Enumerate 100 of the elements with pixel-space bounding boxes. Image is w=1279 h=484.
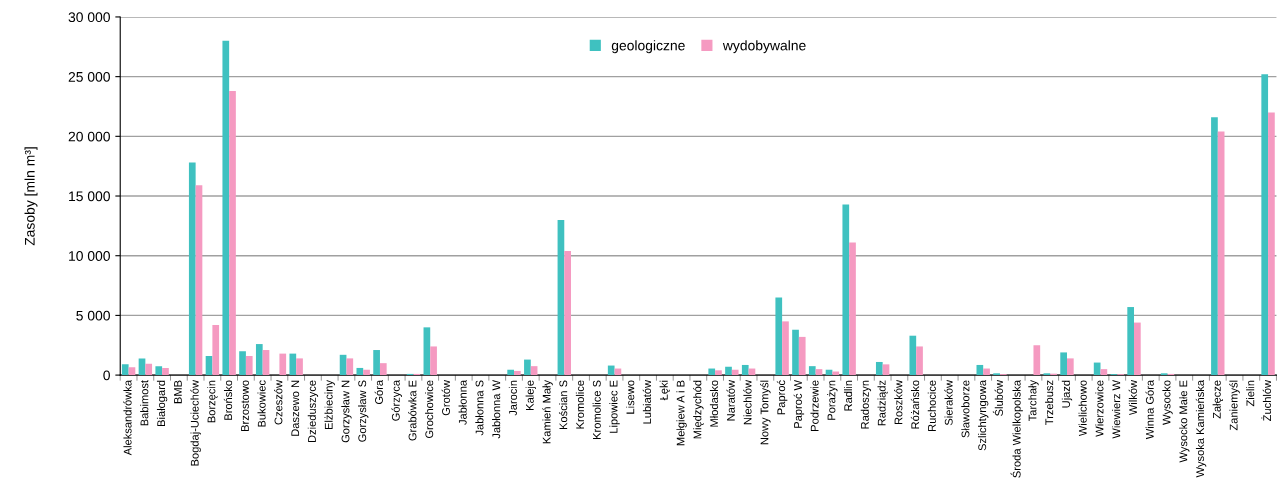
x-tick-label: Aleksandrówka — [123, 379, 132, 456]
bar — [379, 363, 387, 376]
bar — [842, 204, 850, 376]
x-tick-label: Żuchlów — [1261, 379, 1272, 421]
bar — [1211, 117, 1218, 376]
x-tick-label: Bukowiec — [257, 380, 266, 427]
x-tick-label: Jabłonna — [458, 379, 467, 425]
bar — [976, 364, 984, 376]
bar — [564, 250, 571, 376]
bar — [715, 370, 722, 376]
x-tick-label: Babimost — [140, 380, 149, 426]
legend-label: geologiczne — [611, 40, 685, 54]
bar — [430, 346, 437, 376]
y-axis-title: Zasoby [mln m³] — [24, 147, 38, 246]
bar — [775, 297, 783, 376]
bar — [782, 321, 789, 376]
x-tick-label: Wysocko Małe E — [1179, 380, 1190, 463]
x-tick-label: Niechlów — [743, 379, 752, 425]
x-tick-label: Wilków — [1128, 379, 1137, 416]
x-tick-label: Lubiatów — [642, 379, 652, 424]
x-tick-label: Kamień Mały — [542, 379, 553, 444]
x-tick-label: Radoszyn — [860, 380, 872, 429]
bar — [195, 185, 203, 376]
x-tick-label: Grotów — [441, 379, 450, 416]
x-tick-label: Gorzysław N — [341, 380, 352, 443]
bar — [792, 329, 799, 376]
bar — [815, 369, 823, 376]
x-tick-label: Załęcze — [1212, 380, 1223, 419]
bar — [229, 90, 236, 376]
bar — [708, 368, 716, 376]
y-tick-label: 25 000 — [68, 71, 110, 82]
x-tick-label: Jabłonna W — [492, 380, 501, 439]
bar — [346, 358, 354, 376]
x-tick-label: Paproć — [776, 380, 788, 415]
bar — [128, 367, 136, 376]
x-tick-label: Kościan S — [558, 380, 568, 430]
bar — [245, 356, 253, 376]
bar — [356, 367, 364, 376]
x-tick-label: Dzieduszyce — [307, 380, 319, 443]
bar — [909, 335, 917, 376]
bar — [145, 363, 153, 376]
x-tick-label: Międzychód — [693, 380, 704, 439]
bar — [808, 366, 816, 376]
bar — [1268, 112, 1275, 376]
x-tick-label: Porażyn — [827, 380, 838, 420]
bar — [798, 336, 806, 376]
x-tick-label: Ślubów — [992, 379, 1003, 416]
bar — [363, 369, 370, 376]
x-tick-label: Grochowice — [425, 380, 434, 439]
x-tick-label: Mełgiew A i B — [676, 380, 687, 446]
y-tick-label: 10 000 — [69, 251, 110, 261]
bar — [524, 359, 531, 376]
bar — [1033, 345, 1041, 376]
x-tick-label: Wysocko — [1162, 380, 1173, 425]
x-tick-label: Górzyca — [391, 379, 402, 421]
x-tick-label: BMB — [174, 380, 182, 404]
bar — [725, 366, 732, 376]
x-tick-label: Sławoborze — [961, 380, 970, 438]
x-tick-label: Gorzysław S — [358, 380, 369, 442]
x-tick-label: Wiewierz W — [1112, 380, 1121, 439]
x-tick-label: Szlichtyngowa — [978, 379, 989, 451]
bar — [1127, 307, 1135, 376]
bar — [983, 368, 990, 376]
y-tick-label: 30 000 — [68, 12, 110, 23]
x-tick-label: Kromolice — [575, 380, 585, 429]
x-tick-label: Kromolice S — [592, 380, 601, 439]
bar — [423, 327, 431, 376]
x-tick-label: Ruchocice — [927, 380, 936, 431]
x-tick-label: Grabówka E — [408, 380, 417, 441]
x-tick-label: Łęki — [659, 380, 670, 401]
x-tick-label: Białogard — [156, 380, 168, 426]
bar — [188, 162, 196, 376]
x-tick-label: Elżbieciny — [324, 379, 335, 430]
x-tick-label: Paproć W — [793, 380, 805, 428]
y-tick-label: 5 000 — [76, 310, 110, 321]
x-tick-label: Trzebusz — [1045, 380, 1054, 425]
x-tick-label: Zaniemyśl — [1229, 380, 1240, 431]
x-tick-label: Naratów — [726, 379, 735, 421]
y-tick-label: 0 — [103, 370, 110, 381]
bar — [255, 344, 263, 376]
bar — [514, 370, 521, 376]
bar — [279, 353, 287, 376]
bar — [731, 369, 739, 376]
bar — [296, 358, 303, 376]
bar — [162, 367, 169, 376]
x-tick-label: Jabłonna S — [475, 380, 484, 436]
bar — [507, 369, 515, 376]
bar — [1100, 369, 1108, 376]
bar — [155, 366, 163, 376]
x-tick-label: Środa Wielkopolska — [1010, 379, 1023, 478]
bar — [849, 242, 856, 376]
legend-label: wydobywalne — [722, 40, 806, 54]
x-tick-label: Brzostowo — [241, 380, 249, 431]
x-tick-label: Wielichowo — [1078, 380, 1087, 437]
bar — [121, 364, 129, 376]
bar — [1134, 322, 1141, 376]
x-tick-label: Zielin — [1246, 380, 1255, 407]
x-tick-label: Nowy Tomyśl — [760, 380, 771, 445]
x-tick-label: Lisewo — [626, 380, 635, 414]
bar — [607, 365, 615, 376]
